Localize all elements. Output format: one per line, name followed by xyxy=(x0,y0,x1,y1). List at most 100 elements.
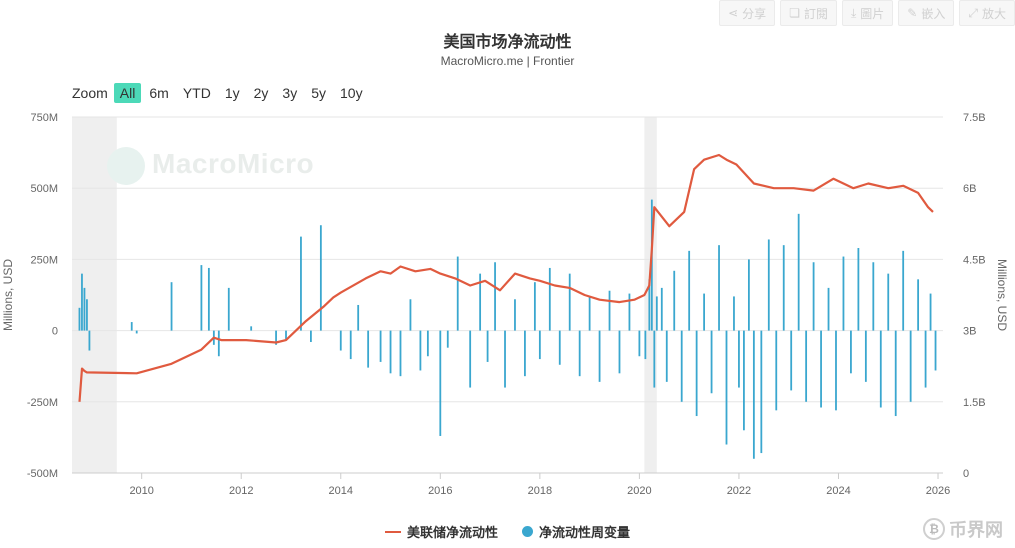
weekly-change-bar xyxy=(439,330,442,436)
weekly-change-bar xyxy=(504,330,506,388)
weekly-change-bar xyxy=(88,330,91,351)
weekly-change-bar xyxy=(790,330,793,391)
weekly-change-bar xyxy=(653,330,656,388)
y-left-tick-label: 250M xyxy=(30,254,58,266)
weekly-change-bar xyxy=(797,213,800,331)
weekly-change-bar xyxy=(524,330,526,377)
watermark: MacroMicro xyxy=(152,148,315,179)
weekly-change-bar xyxy=(842,256,845,331)
y-left-tick-label: -250M xyxy=(27,397,58,409)
recession-band xyxy=(644,117,657,473)
embed-label: 嵌入 xyxy=(921,6,946,21)
expand-icon: ⤢ xyxy=(968,5,978,20)
weekly-change-bar xyxy=(598,330,601,382)
bookmark-icon: ❏ xyxy=(789,6,800,20)
chart-subtitle: MacroMicro.me | Frontier xyxy=(440,54,575,68)
subscribe-label: 訂閱 xyxy=(803,6,828,21)
legend-line-swatch xyxy=(384,530,401,533)
weekly-change-bar xyxy=(479,273,482,331)
weekly-change-bar xyxy=(135,330,138,334)
range-all-button[interactable]: All xyxy=(113,83,142,103)
weekly-change-bar xyxy=(934,330,937,371)
weekly-change-bar xyxy=(660,287,663,331)
weekly-change-bar xyxy=(409,299,412,331)
zoom-label: Zoom xyxy=(72,85,108,101)
weekly-change-bar xyxy=(820,330,822,408)
x-tick-label: 2026 xyxy=(926,485,950,497)
range-selector: Zoom All 6m YTD 1y 2y 3y 5y 10y xyxy=(72,83,371,103)
x-tick-label: 2018 xyxy=(528,485,552,497)
corner-logo: ₿ 币界网 xyxy=(923,516,1003,542)
legend-item-bars[interactable]: 净流动性周变量 xyxy=(522,522,630,541)
x-tick-label: 2012 xyxy=(229,485,253,497)
weekly-change-bar xyxy=(86,299,88,331)
weekly-change-bar xyxy=(718,245,720,331)
legend-label-bars: 净流动性周变量 xyxy=(539,525,631,540)
share-icon: ⋖ xyxy=(728,6,739,20)
range-2y-button[interactable]: 2y xyxy=(253,85,269,101)
weekly-change-bar xyxy=(514,299,516,331)
share-label: 分享 xyxy=(742,6,767,21)
range-5y-button[interactable]: 5y xyxy=(311,85,326,101)
range-ytd-button[interactable]: YTD xyxy=(182,85,211,101)
weekly-change-bar xyxy=(275,330,277,345)
embed-button[interactable]: ✎ 嵌入 xyxy=(898,0,955,26)
x-tick-label: 2020 xyxy=(627,485,651,497)
corner-logo-text: 币界网 xyxy=(949,520,1003,540)
range-6m-button[interactable]: 6m xyxy=(149,85,169,101)
subscribe-button[interactable]: ❏ 訂閱 xyxy=(780,0,837,26)
weekly-change-bar xyxy=(628,293,631,331)
weekly-change-bar xyxy=(83,287,86,331)
weekly-change-bar xyxy=(426,330,429,357)
weekly-change-bar xyxy=(548,267,551,331)
weekly-change-bar xyxy=(644,330,647,360)
x-tick-label: 2024 xyxy=(826,485,850,497)
legend: 美联储净流动性 净流动性周变量 xyxy=(0,522,1015,541)
weekly-change-bar xyxy=(250,326,253,331)
weekly-change-bar xyxy=(319,225,322,331)
range-3y-button[interactable]: 3y xyxy=(282,85,298,101)
weekly-change-bar xyxy=(894,330,897,417)
weekly-change-bar xyxy=(456,256,459,331)
weekly-change-bar xyxy=(655,296,658,331)
weekly-change-bar xyxy=(917,279,920,331)
range-1y-button[interactable]: 1y xyxy=(224,85,240,101)
image-label: 圖片 xyxy=(860,6,885,21)
weekly-change-bar xyxy=(680,330,683,402)
weekly-change-bar xyxy=(857,248,860,331)
image-button[interactable]: ⤓ 圖片 xyxy=(841,0,894,26)
weekly-change-bar xyxy=(650,199,653,331)
weekly-change-bar xyxy=(760,330,763,454)
weekly-change-bar xyxy=(285,330,287,340)
legend-item-line[interactable]: 美联储净流动性 xyxy=(384,522,498,541)
weekly-change-bar xyxy=(929,293,932,331)
weekly-change-bar xyxy=(743,330,745,431)
weekly-change-bar xyxy=(486,330,489,362)
y-right-tick-label: 7.5B xyxy=(963,112,986,124)
weekly-change-bar xyxy=(909,330,912,402)
weekly-change-bar xyxy=(864,330,867,382)
weekly-change-bar xyxy=(379,330,382,362)
weekly-change-bar xyxy=(538,330,541,360)
coin-icon: ₿ xyxy=(923,518,945,540)
weekly-change-bar xyxy=(872,262,875,331)
weekly-change-bar xyxy=(389,330,392,374)
share-button[interactable]: ⋖ 分享 xyxy=(719,0,776,26)
expand-label: 放大 xyxy=(981,6,1006,21)
weekly-change-bar xyxy=(673,270,676,331)
toolbar: ⋖ 分享 ❏ 訂閱 ⤓ 圖片 ✎ 嵌入 ⤢ 放大 xyxy=(719,0,1015,26)
weekly-change-bar xyxy=(339,330,342,351)
weekly-change-bar xyxy=(533,282,536,331)
weekly-change-bar xyxy=(568,273,571,331)
y-left-tick-label: 500M xyxy=(30,183,58,195)
range-10y-button[interactable]: 10y xyxy=(340,85,363,101)
x-tick-label: 2014 xyxy=(329,485,353,497)
weekly-change-bar xyxy=(924,330,927,388)
y-left-tick-label: -500M xyxy=(27,468,58,480)
net-liquidity-line xyxy=(78,153,934,402)
weekly-change-bar xyxy=(648,279,651,331)
weekly-change-bar xyxy=(78,307,81,331)
weekly-change-bar xyxy=(494,262,496,331)
weekly-change-bar xyxy=(665,330,668,382)
